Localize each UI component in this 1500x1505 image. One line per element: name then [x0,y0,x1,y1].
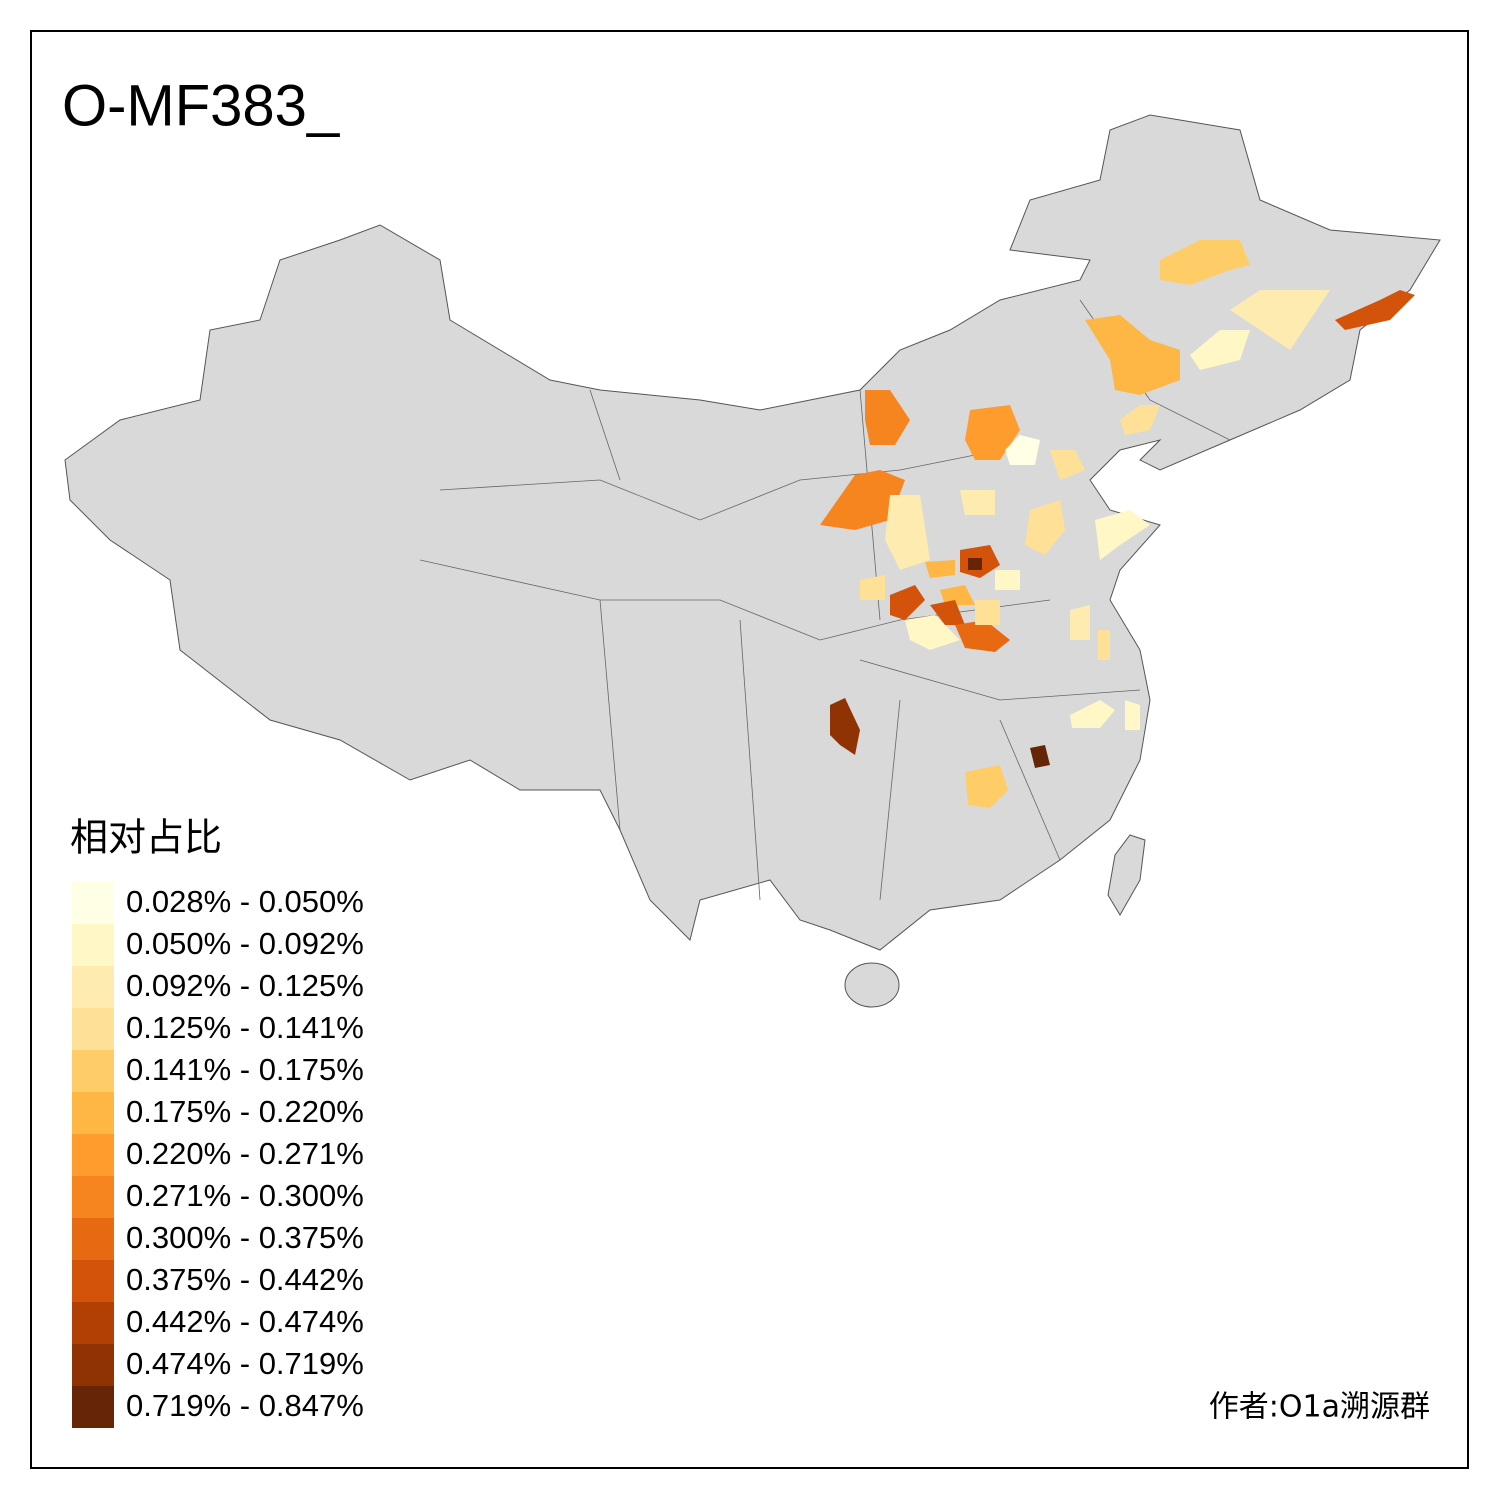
region [1030,745,1050,768]
region [1125,700,1140,730]
region [885,495,930,570]
legend: 0.028% - 0.050% 0.050% - 0.092% 0.092% - 0… [72,882,364,1428]
region [1070,700,1115,728]
region [965,405,1020,460]
region [1095,510,1150,560]
region [975,600,1000,625]
author-note: 作者:O1a溯源群 [1209,1390,1430,1425]
legend-label: 0.375% - 0.442% [126,1262,364,1297]
region [905,615,960,650]
region [968,558,982,570]
region [1120,405,1160,435]
region [1230,290,1330,350]
legend-swatch [72,1008,114,1050]
legend-label: 0.719% - 0.847% [126,1388,364,1423]
legend-swatch [72,1218,114,1260]
regions [820,240,1415,808]
frame [30,30,1469,1469]
region [995,570,1020,590]
legend-label: 0.141% - 0.175% [126,1052,364,1087]
legend-swatch [72,924,114,966]
legend-swatch [72,1092,114,1134]
legend-swatch [72,1260,114,1302]
region [860,575,885,600]
region [955,620,1010,652]
region [930,600,965,625]
region [1025,500,1065,555]
legend-swatch [72,1386,114,1428]
legend-swatch [72,1344,114,1386]
region [965,765,1008,808]
legend-swatch [72,1302,114,1344]
region [1050,450,1085,480]
legend-label: 0.092% - 0.125% [126,968,364,1003]
legend-label: 0.474% - 0.719% [126,1346,364,1381]
legend-swatch [72,966,114,1008]
region [960,490,995,515]
region [1335,290,1415,330]
region [830,698,860,755]
region [1070,605,1090,640]
legend-label: 0.220% - 0.271% [126,1136,364,1171]
region [890,585,925,620]
region [1160,240,1250,285]
legend-label: 0.175% - 0.220% [126,1094,364,1129]
legend-label: 0.050% - 0.092% [126,926,364,961]
legend-label: 0.271% - 0.300% [126,1178,364,1213]
region [865,390,910,445]
legend-label: 0.125% - 0.141% [126,1010,364,1045]
region [925,560,955,578]
legend-swatch [72,1050,114,1092]
legend-label: 0.442% - 0.474% [126,1304,364,1339]
region [1190,330,1250,370]
legend-swatch [72,882,114,924]
region [1085,315,1180,395]
legend-title: 相对占比 [70,816,222,860]
map-title: O-MF383_ [62,73,340,138]
region [940,585,975,605]
island [1107,834,1146,916]
region [820,470,905,530]
legend-label: 0.300% - 0.375% [126,1220,364,1255]
legend-swatch [72,1176,114,1218]
legend-swatch [72,1134,114,1176]
legend-label: 0.028% - 0.050% [126,884,364,919]
region [1098,630,1110,660]
island [844,962,900,1008]
region [1005,435,1040,465]
